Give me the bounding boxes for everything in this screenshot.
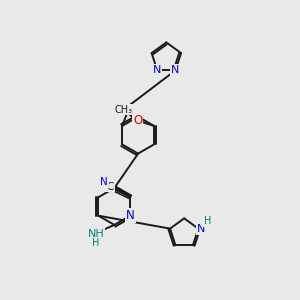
Text: N: N (153, 65, 161, 75)
Text: N: N (171, 65, 180, 75)
Text: H: H (203, 216, 211, 226)
Text: C: C (106, 182, 114, 192)
Text: N: N (126, 209, 135, 222)
Text: O: O (133, 114, 142, 127)
Text: N: N (196, 224, 205, 234)
Text: NH: NH (88, 229, 104, 239)
Text: CH₃: CH₃ (114, 105, 133, 115)
Text: H: H (92, 238, 99, 248)
Text: N: N (100, 177, 108, 188)
